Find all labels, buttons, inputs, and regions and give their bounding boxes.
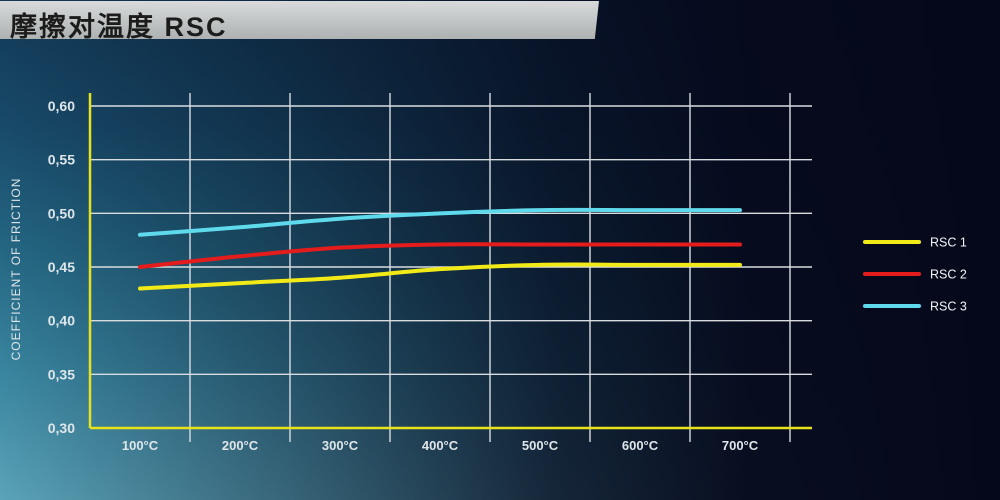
- svg-text:0,55: 0,55: [48, 152, 75, 168]
- svg-text:300°C: 300°C: [322, 438, 359, 453]
- svg-text:0,35: 0,35: [48, 366, 75, 382]
- svg-text:200°C: 200°C: [222, 438, 259, 453]
- svg-text:RSC 3: RSC 3: [930, 300, 967, 314]
- svg-text:RSC 1: RSC 1: [930, 236, 967, 250]
- svg-text:0,50: 0,50: [48, 205, 75, 221]
- svg-text:500°C: 500°C: [522, 438, 559, 453]
- svg-text:700°C: 700°C: [722, 438, 759, 453]
- svg-text:600°C: 600°C: [622, 438, 659, 453]
- svg-text:0,30: 0,30: [48, 420, 75, 436]
- svg-text:RSC 2: RSC 2: [930, 268, 967, 282]
- svg-text:0,60: 0,60: [48, 98, 75, 114]
- svg-text:0,40: 0,40: [48, 313, 75, 329]
- svg-text:COEFFICIENT OF FRICTION: COEFFICIENT OF FRICTION: [9, 178, 23, 361]
- svg-text:0,45: 0,45: [48, 259, 75, 275]
- svg-text:400°C: 400°C: [422, 438, 459, 453]
- svg-text:100°C: 100°C: [122, 438, 159, 453]
